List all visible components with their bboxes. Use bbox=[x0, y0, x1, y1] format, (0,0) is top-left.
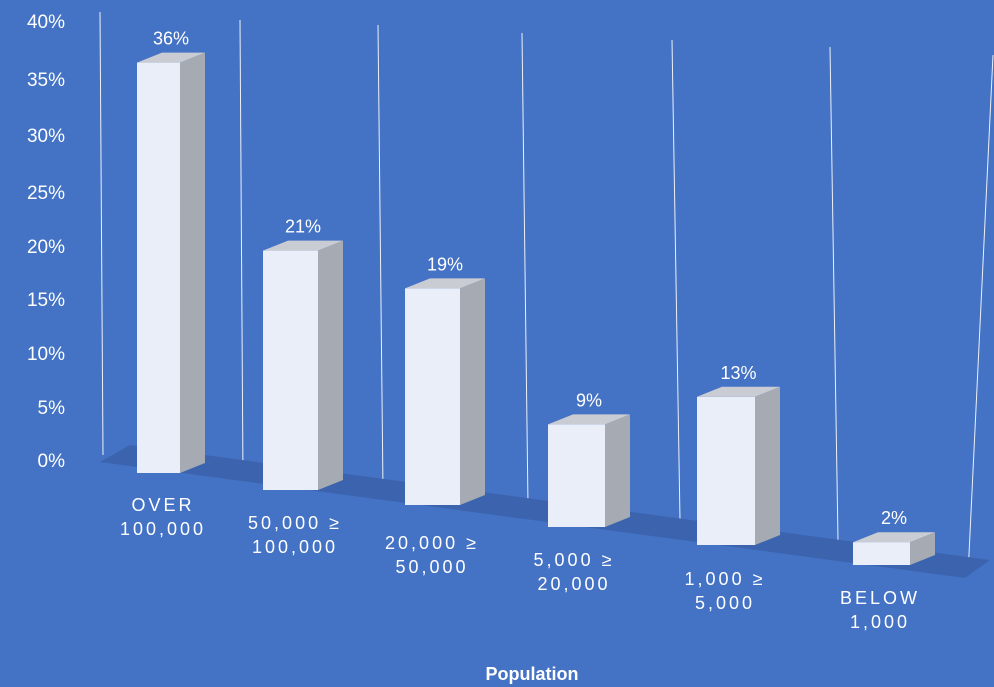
y-tick-label: 5% bbox=[38, 398, 66, 419]
bar-top bbox=[548, 414, 630, 425]
y-tick-label: 30% bbox=[27, 126, 65, 147]
y-tick-label: 10% bbox=[27, 344, 65, 365]
gridline bbox=[521, 32, 529, 506]
data-label: 19% bbox=[427, 254, 463, 274]
bar-front bbox=[263, 250, 318, 490]
bar-top bbox=[405, 278, 485, 289]
data-labels: 36% 21% 19% 9% 13% 2% bbox=[153, 29, 907, 529]
data-label: 36% bbox=[153, 29, 189, 49]
category-label: 20,000 bbox=[537, 574, 610, 594]
x-axis-title: Population bbox=[486, 664, 579, 684]
y-tick-label: 25% bbox=[27, 183, 65, 204]
category-label: 5,000 bbox=[695, 593, 755, 613]
gridline bbox=[377, 24, 384, 491]
bar-front bbox=[697, 396, 755, 545]
category-label: 1,000 bbox=[850, 612, 910, 632]
y-tick-label: 0% bbox=[38, 451, 66, 472]
bar bbox=[263, 240, 343, 490]
data-label: 2% bbox=[881, 508, 907, 528]
bar-front bbox=[405, 288, 460, 505]
gridline bbox=[99, 11, 104, 456]
category-label: OVER bbox=[131, 495, 194, 515]
bar bbox=[697, 386, 780, 545]
gridline bbox=[239, 19, 244, 479]
data-label: 13% bbox=[720, 363, 756, 383]
bar-side bbox=[910, 532, 935, 565]
y-axis: 0% 5% 10% 15% 20% 25% 30% 35% 40% bbox=[27, 12, 65, 472]
category-label: 100,000 bbox=[252, 537, 338, 557]
bar-front bbox=[548, 424, 605, 527]
gridline bbox=[671, 39, 681, 521]
bar-side bbox=[605, 414, 630, 527]
category-label: BELOW bbox=[840, 588, 920, 608]
category-label: 5,000 ≥ bbox=[534, 550, 615, 570]
category-label: 50,000 bbox=[395, 557, 468, 577]
y-tick-label: 35% bbox=[27, 70, 65, 91]
y-tick-label: 15% bbox=[27, 290, 65, 311]
bars bbox=[137, 52, 935, 565]
bar-top bbox=[263, 240, 343, 251]
bar bbox=[405, 278, 485, 505]
y-tick-label: 20% bbox=[27, 237, 65, 258]
vertical-gridlines bbox=[99, 11, 994, 576]
data-label: 9% bbox=[576, 390, 602, 410]
bar-side bbox=[318, 240, 343, 490]
bar bbox=[137, 52, 205, 473]
bar-side bbox=[460, 278, 485, 505]
gridline bbox=[829, 46, 839, 541]
bar-top bbox=[697, 386, 780, 397]
bar-front bbox=[853, 542, 910, 565]
bar bbox=[548, 414, 630, 527]
bar bbox=[853, 532, 935, 565]
category-label: 1,000 ≥ bbox=[685, 569, 766, 589]
bar-side bbox=[755, 386, 780, 545]
gridline bbox=[967, 54, 994, 576]
bar-top bbox=[853, 532, 935, 543]
x-axis: OVER 100,000 50,000 ≥ 100,000 20,000 ≥ 50,000… bbox=[120, 495, 920, 632]
bar-front bbox=[137, 62, 180, 473]
category-label: 20,000 ≥ bbox=[385, 533, 479, 553]
data-label: 21% bbox=[285, 217, 321, 237]
bar-top bbox=[137, 52, 205, 63]
y-tick-label: 40% bbox=[27, 12, 65, 33]
bar-side bbox=[180, 52, 205, 473]
category-label: 100,000 bbox=[120, 519, 206, 539]
category-label: 50,000 ≥ bbox=[248, 513, 342, 533]
